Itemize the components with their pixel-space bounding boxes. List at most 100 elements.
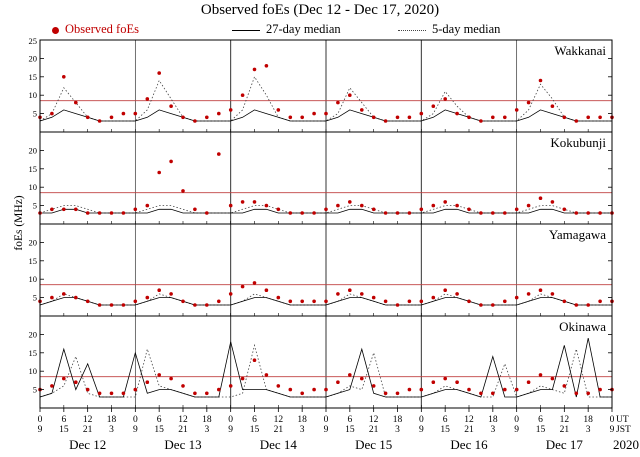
observed-point bbox=[288, 115, 293, 120]
observed-point bbox=[514, 387, 519, 392]
jst-tick-label: 21 bbox=[369, 425, 379, 435]
observed-point bbox=[479, 211, 483, 215]
observed-point bbox=[121, 111, 126, 116]
observed-point bbox=[252, 200, 257, 204]
observed-point bbox=[276, 207, 281, 212]
observed-point bbox=[85, 115, 90, 120]
observed-point bbox=[264, 288, 269, 293]
observed-point bbox=[336, 100, 340, 105]
observed-point bbox=[145, 97, 150, 101]
observed-point bbox=[550, 376, 555, 381]
observed-point bbox=[50, 111, 54, 116]
observed-point bbox=[514, 108, 519, 112]
observed-point bbox=[455, 380, 459, 385]
jst-tick-label: 3 bbox=[395, 425, 400, 435]
y-axis-label: foEs (MHz) bbox=[13, 195, 25, 251]
observed-point bbox=[264, 373, 269, 377]
observed-point bbox=[598, 387, 602, 392]
observed-point bbox=[538, 373, 543, 377]
observed-point bbox=[240, 284, 245, 289]
observed-point bbox=[169, 159, 173, 164]
observed-point bbox=[300, 211, 305, 215]
observed-point bbox=[74, 295, 78, 300]
observed-point bbox=[479, 391, 483, 396]
station-label: Wakkanai bbox=[554, 43, 606, 58]
observed-point bbox=[336, 203, 340, 208]
observed-dot-icon bbox=[52, 26, 59, 34]
observed-point bbox=[360, 292, 364, 296]
y-tick-label: 10 bbox=[29, 90, 38, 100]
y-tick-label: 5 bbox=[33, 385, 37, 395]
y-tick-label: 5 bbox=[33, 109, 37, 119]
observed-point bbox=[371, 384, 376, 388]
ut-tick-label: 18 bbox=[393, 415, 403, 425]
observed-point bbox=[50, 384, 54, 388]
observed-point bbox=[312, 387, 316, 392]
ut-tick-label: 6 bbox=[443, 415, 448, 425]
observed-point bbox=[205, 303, 209, 307]
y-tick-label: 15 bbox=[29, 256, 38, 266]
ut-tick-label: 6 bbox=[252, 415, 257, 425]
y-tick-label: 10 bbox=[29, 366, 38, 376]
observed-point bbox=[228, 384, 233, 388]
observed-point bbox=[371, 115, 376, 120]
observed-point bbox=[514, 295, 519, 300]
observed-point bbox=[97, 211, 102, 215]
solid-line-icon bbox=[232, 29, 260, 31]
observed-point bbox=[228, 203, 233, 208]
observed-point bbox=[181, 115, 185, 120]
day-label: Dec 17 bbox=[546, 437, 584, 452]
ut-tick-label: 12 bbox=[464, 415, 474, 425]
jst-tick-label: 15 bbox=[154, 425, 164, 435]
observed-point bbox=[514, 207, 519, 212]
ut-tick-label: 0 bbox=[514, 415, 519, 425]
observed-point bbox=[491, 115, 495, 120]
jst-tick-label: 21 bbox=[83, 425, 93, 435]
median27-line bbox=[39, 109, 612, 122]
observed-point bbox=[145, 380, 150, 385]
station-label: Kokubunji bbox=[550, 135, 606, 150]
ut-tick-label: 18 bbox=[202, 415, 212, 425]
observed-point bbox=[431, 380, 436, 385]
observed-point bbox=[586, 303, 590, 307]
jst-tick-label: 3 bbox=[300, 425, 305, 435]
jst-tick-label: 21 bbox=[178, 425, 188, 435]
observed-point bbox=[133, 207, 138, 212]
ut-tick-label: 12 bbox=[274, 415, 284, 425]
observed-point bbox=[157, 71, 161, 75]
observed-point bbox=[395, 391, 400, 396]
observed-point bbox=[193, 119, 197, 123]
observed-point bbox=[50, 207, 54, 212]
observed-point bbox=[467, 207, 471, 212]
y-tick-label: 15 bbox=[29, 72, 38, 82]
ut-tick-label: 12 bbox=[83, 415, 93, 425]
observed-point bbox=[205, 211, 209, 215]
ut-tick-label: 0 bbox=[133, 415, 138, 425]
ut-tick-label: 6 bbox=[61, 415, 66, 425]
y-tick-label: 5 bbox=[33, 293, 37, 303]
observed-point bbox=[598, 211, 602, 215]
observed-point bbox=[407, 115, 412, 120]
observed-point bbox=[419, 207, 424, 212]
observed-point bbox=[240, 200, 245, 204]
observed-point bbox=[228, 292, 233, 296]
day-label: Dec 16 bbox=[450, 437, 488, 452]
observed-point bbox=[431, 295, 436, 300]
observed-point bbox=[467, 299, 471, 304]
observed-point bbox=[479, 303, 483, 307]
observed-point bbox=[407, 211, 412, 215]
observed-point bbox=[550, 200, 555, 204]
ut-tick-label: 18 bbox=[107, 415, 117, 425]
observed-point bbox=[133, 299, 138, 304]
legend-median27-label: 27-day median bbox=[266, 22, 341, 36]
observed-point bbox=[62, 75, 66, 79]
jst-tick-label: 21 bbox=[274, 425, 284, 435]
observed-point bbox=[574, 391, 579, 396]
observed-point bbox=[217, 152, 221, 156]
legend-median5-label: 5-day median bbox=[432, 22, 501, 36]
observed-point bbox=[371, 295, 376, 300]
ut-tick-label: 6 bbox=[157, 415, 162, 425]
observed-point bbox=[85, 299, 90, 304]
ut-tick-label: 0 bbox=[610, 415, 615, 425]
